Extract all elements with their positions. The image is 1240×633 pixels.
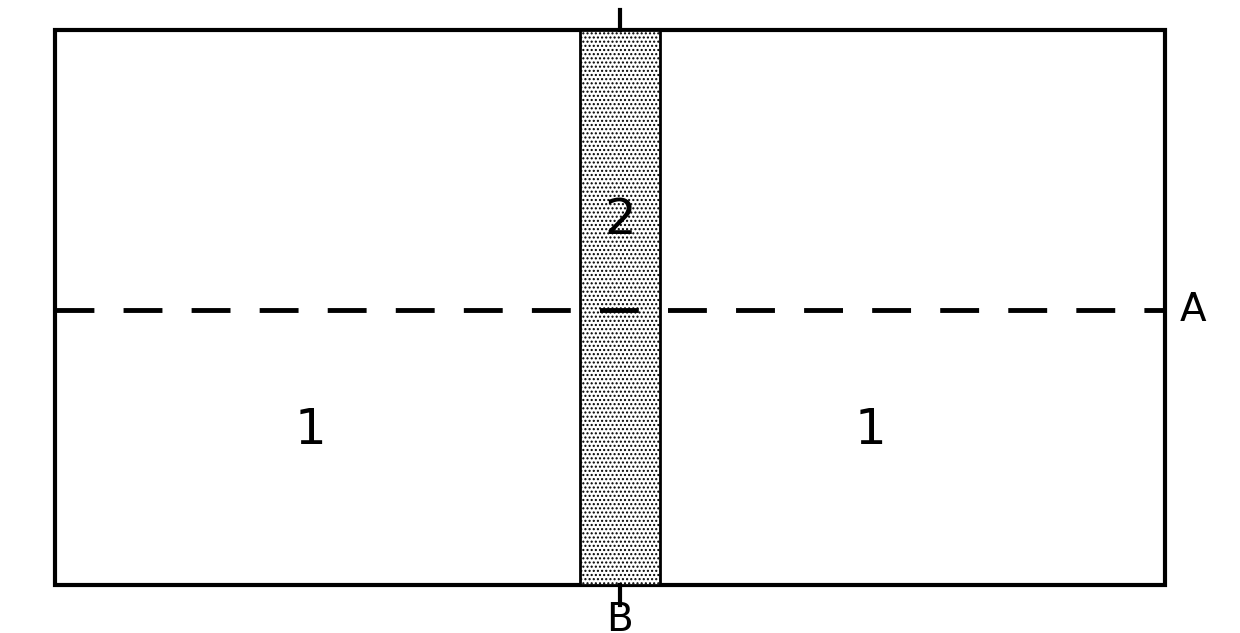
Bar bbox=[55, 30, 1166, 585]
Text: 1: 1 bbox=[294, 406, 326, 454]
Text: A: A bbox=[1180, 291, 1207, 329]
Text: B: B bbox=[606, 601, 634, 633]
Text: 1: 1 bbox=[854, 406, 885, 454]
Bar bbox=[580, 30, 660, 585]
Text: 2: 2 bbox=[604, 196, 636, 244]
